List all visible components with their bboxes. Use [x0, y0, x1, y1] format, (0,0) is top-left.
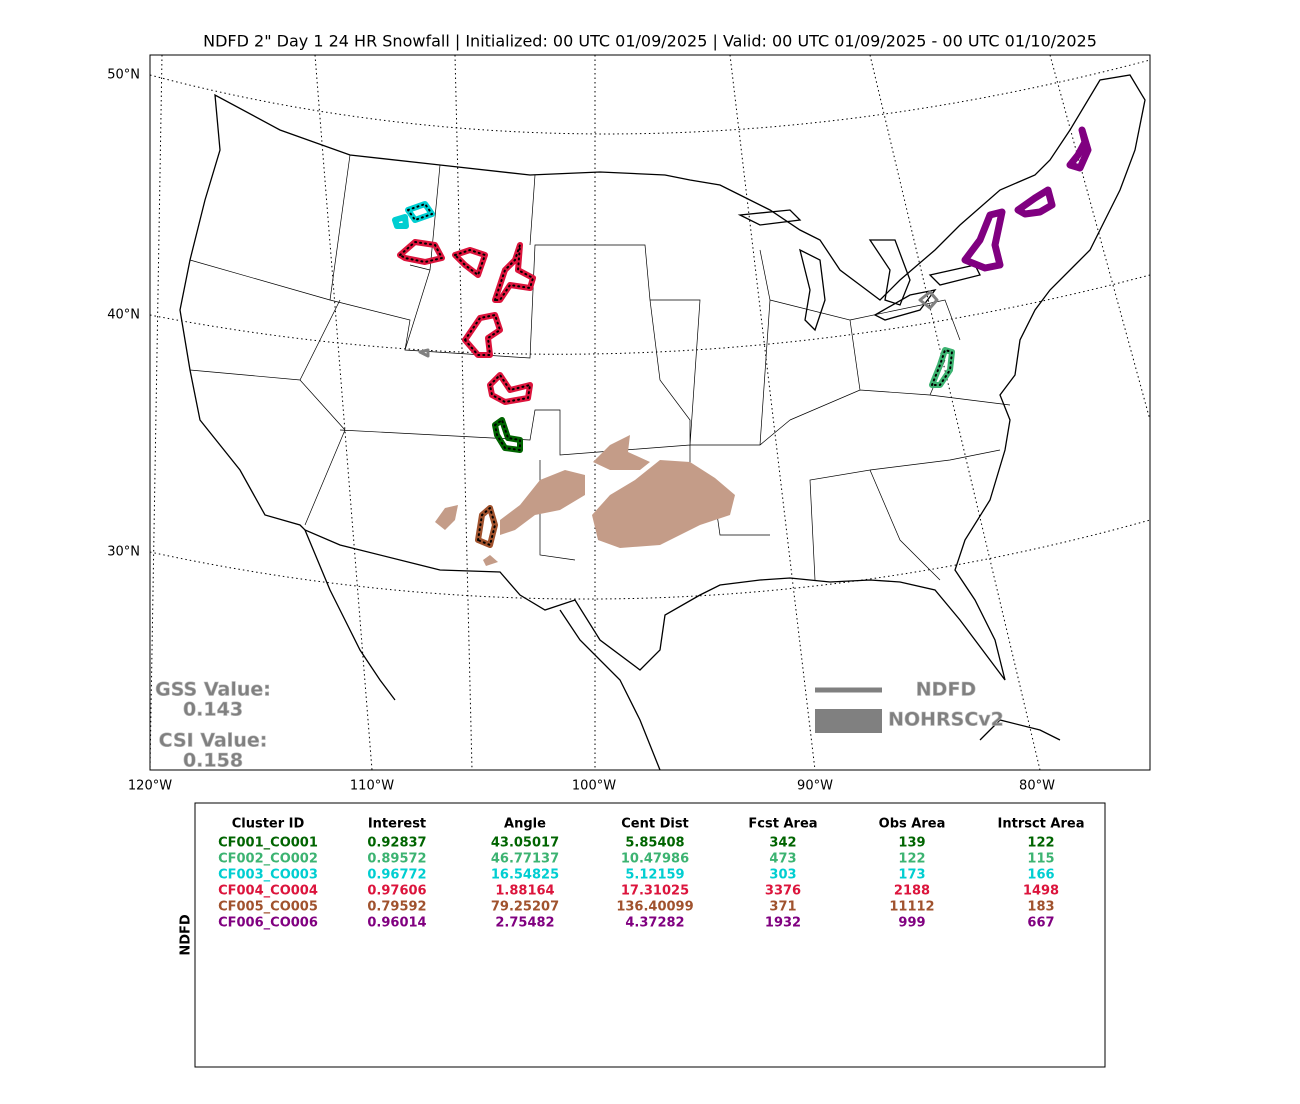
table-cell: 0.96014 [367, 916, 426, 931]
great-lakes [737, 209, 981, 332]
table-header: Cent Dist [621, 817, 689, 832]
meridian [869, 55, 1041, 770]
meridian [1049, 55, 1150, 421]
table-cell: 122 [898, 852, 925, 867]
legend-patch [815, 709, 882, 733]
lat-label: 30°N [107, 545, 140, 560]
table-cell: 166 [1027, 868, 1054, 883]
table-cell: 183 [1027, 900, 1054, 915]
table-cell: CF001_CO001 [218, 836, 318, 851]
table-cell: 303 [769, 868, 796, 883]
lon-label: 120°W [128, 779, 172, 794]
lon-label: 90°W [797, 779, 833, 794]
table-cell: 139 [898, 836, 925, 851]
table-cell: 371 [769, 900, 796, 915]
map: 50°N 40°N 30°N 120°W 110°W 100°W 90°W 80… [107, 54, 1151, 794]
csi-value: 0.158 [183, 750, 243, 772]
table-cell: 1.88164 [495, 884, 554, 899]
stats-table: NDFD Cluster ID Interest Angle Cent Dist Fcs… [179, 802, 1106, 1068]
table-cell: 79.25207 [491, 900, 559, 915]
table-cell: 16.54825 [491, 868, 559, 883]
table-cell: 473 [769, 852, 796, 867]
table-header: Cluster ID [232, 817, 305, 832]
table-header: Interest [368, 817, 426, 832]
gss-label: GSS Value: [155, 679, 271, 701]
table-cell: 122 [1027, 836, 1054, 851]
table-cell: CF006_CO006 [218, 916, 318, 931]
table-cell: 999 [898, 916, 925, 931]
table-cell: 5.85408 [625, 836, 684, 851]
table-cell: 173 [898, 868, 925, 883]
table-header: Fcst Area [748, 817, 817, 832]
table-header: Angle [504, 817, 546, 832]
lat-label: 40°N [107, 308, 140, 323]
table-cell: 1932 [765, 916, 801, 931]
gss-value: 0.143 [183, 699, 243, 721]
table-cell: 0.89572 [367, 852, 426, 867]
table-cell: 43.05017 [491, 836, 559, 851]
csi-label: CSI Value: [159, 730, 268, 752]
table-cell: CF003_CO003 [218, 868, 318, 883]
lon-label: 80°W [1019, 779, 1055, 794]
table-cell: 4.37282 [625, 916, 684, 931]
table-cell: 667 [1027, 916, 1054, 931]
map-title: NDFD 2" Day 1 24 HR Snowfall | Initializ… [203, 32, 1097, 51]
table-header: Intrsct Area [998, 817, 1085, 832]
state-borders [189, 154, 1011, 581]
table-cell: 0.79592 [367, 900, 426, 915]
table-cell: 2.75482 [495, 916, 554, 931]
table-cell: 115 [1027, 852, 1054, 867]
table-cell: CF002_CO002 [218, 852, 318, 867]
map-frame [149, 54, 1151, 771]
lon-label: 100°W [572, 779, 616, 794]
table-side-label: NDFD [179, 914, 194, 956]
coastline [304, 529, 1061, 770]
table-cell: 0.96772 [367, 868, 426, 883]
legend-label: NOHRSCv2 [888, 709, 1004, 731]
table-cell: 1498 [1023, 884, 1059, 899]
lon-label: 110°W [350, 779, 394, 794]
table-frame [194, 802, 1106, 1068]
table-cell: 3376 [765, 884, 801, 899]
table-cell: CF005_CO005 [218, 900, 318, 915]
table-cell: 342 [769, 836, 796, 851]
clusters [392, 126, 1092, 548]
coastline [179, 74, 1146, 681]
lat-label: 50°N [107, 68, 140, 83]
table-cell: CF004_CO004 [218, 884, 318, 899]
table-cell: 11112 [889, 900, 934, 915]
table-cell: 136.40099 [616, 900, 693, 915]
parallel [150, 519, 1150, 600]
table-cell: 10.47986 [621, 852, 689, 867]
obs-areas [435, 435, 735, 566]
meridian [729, 55, 816, 770]
parallel [150, 274, 1150, 355]
legend-label: NDFD [916, 679, 976, 701]
table-cell: 17.31025 [621, 884, 689, 899]
table-cell: 5.12159 [625, 868, 684, 883]
table-header: Obs Area [879, 817, 946, 832]
table-cell: 46.77137 [491, 852, 559, 867]
table-cell: 0.92837 [367, 836, 426, 851]
table-cell: 2188 [894, 884, 930, 899]
table-cell: 0.97606 [367, 884, 426, 899]
